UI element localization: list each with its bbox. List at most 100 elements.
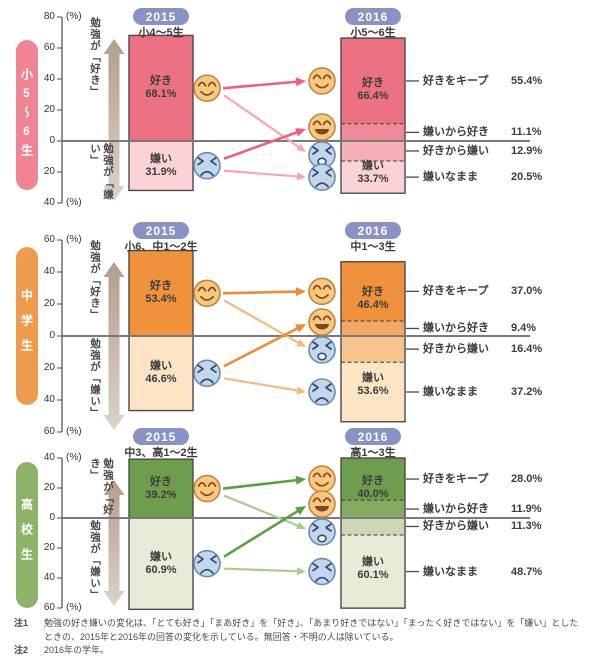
stay-dislike-arrow: [223, 169, 300, 178]
bar-2015-like-segment: [129, 35, 193, 141]
axis-tick-label: 0: [49, 512, 55, 523]
bar-2015-like-label-title: 好き: [150, 280, 172, 293]
bar-2015-dislike-segment: [129, 141, 193, 191]
stay-dislike-flow-value: 48.7%: [511, 565, 543, 578]
stay-dislike-arrow: [223, 377, 300, 392]
bar-2016-stay-dislike-segment: [341, 160, 405, 194]
dislike-to-like-flow-name: 嫌いから好き: [423, 503, 489, 516]
keep-flow-name: 好きをキープ: [423, 285, 489, 298]
bar-2016-dislike-label-title: 嫌い: [362, 371, 384, 384]
laugh-mouth: [315, 324, 329, 330]
keep-flow-name: 好きをキープ: [423, 74, 489, 87]
bar-2015-outline: [128, 34, 194, 192]
bar-2016-dislike-label-value: 53.6%: [357, 384, 389, 397]
keep-flow-label: 好きをキープ 37.0%: [423, 285, 542, 297]
bar-2016-dislike-label: 嫌い 53.6%: [341, 372, 405, 398]
footnote-text: 2016年の学年。: [44, 645, 110, 655]
bar-2016-like-label-title: 好き: [362, 475, 384, 487]
happy-face-icon: [308, 67, 336, 95]
frown-mouth: [315, 182, 329, 188]
laugh-face-icon: [308, 113, 336, 141]
sad-face-eye: [325, 168, 332, 177]
sad-face-eye: [197, 364, 204, 374]
laugh-face-eye: [312, 497, 322, 503]
bar-2015-dislike-segment: [129, 336, 193, 411]
bar-2015-dislike-label-title: 嫌い: [150, 152, 172, 165]
axis-tick-label: 0: [49, 330, 55, 341]
laugh-face-eye: [322, 497, 332, 503]
grade-label-2016: 小5〜6生: [350, 27, 396, 39]
year-badge-2016: 2016: [345, 222, 401, 239]
keep-like-arrow-head: [295, 77, 306, 87]
bar-2016-like-label: 好き 66.4%: [341, 77, 405, 103]
laugh-face-eye: [312, 120, 322, 126]
footnote-row: 注1 勉強の好き嫌いの変化は、「とても好き」「まあ好き」を「好き」、「あまり好きで…: [14, 617, 592, 644]
axis-tick-label: 40: [43, 572, 55, 583]
laugh-face-icon: [308, 308, 336, 336]
grade-label-2016: 高1〜3生: [350, 447, 396, 459]
smile-mouth: [200, 90, 214, 96]
bar-2015-dislike-label: 嫌い 46.6%: [129, 360, 193, 386]
laugh-mouth: [315, 506, 329, 512]
bar-2016-keep-segment: [341, 458, 405, 501]
happy-face-icon: [193, 74, 221, 103]
bar-2015-like-label: 好き 53.4%: [129, 280, 193, 306]
axis-tick-label: 60: [43, 42, 55, 53]
bar-2015-like-label: 好き 68.1%: [129, 75, 193, 101]
stay-dislike-flow-value: 37.2%: [511, 386, 543, 398]
category-pill: 小5〜6生: [16, 40, 38, 190]
dislike-to-like-flow-name: 嫌いから好き: [423, 126, 489, 139]
dislike-to-like-flow-value: 11.9%: [511, 503, 542, 516]
happy-face-icon: [308, 277, 336, 306]
sad-face-eye: [197, 156, 204, 166]
bar-2016-like-label: 好き 46.4%: [341, 286, 405, 312]
bar-2015-dislike-label: 嫌い 60.9%: [129, 551, 193, 577]
axis-tick-label: 40: [43, 73, 55, 84]
keep-like-arrow: [222, 290, 299, 295]
happy-face-eye: [312, 74, 322, 80]
footnote-row: 注2 2016年の学年。: [14, 644, 592, 658]
keep-flow-value: 37.0%: [511, 285, 543, 298]
like-to-dislike-flow-value: 11.3%: [511, 520, 542, 533]
bar-2015-like-segment: [129, 250, 193, 336]
laugh-mouth: [315, 129, 329, 135]
axis-unit-top: (%): [66, 11, 82, 22]
axis-tick-label: 40: [43, 266, 55, 277]
dislike-to-like-arrow-head: [295, 506, 306, 516]
dislike-to-like-arrow: [223, 130, 299, 160]
bar-2016-like-label: 好き 40.0%: [341, 475, 405, 501]
bar-2015-dislike-label-value: 46.6%: [145, 373, 177, 386]
keep-flow-label: 好きをキープ 55.4%: [423, 75, 542, 87]
upset-face-eye: [312, 146, 319, 155]
bar-2016-like-to-dislike-segment: [341, 141, 405, 161]
happy-face-eye: [322, 284, 332, 290]
axis-unit-top: (%): [66, 234, 82, 245]
keep-like-arrow-head: [295, 475, 306, 485]
keep-like-arrow: [222, 80, 299, 90]
sad-face-eye: [210, 156, 217, 166]
frown-mouth: [315, 397, 329, 403]
stay-dislike-arrow-head: [296, 567, 306, 576]
upset-face-eye: [325, 146, 332, 155]
like-to-dislike-flow-label: 好きから嫌い 11.3%: [423, 520, 542, 532]
bar-2016-like-label-value: 46.4%: [357, 298, 389, 311]
bar-2016-like-to-dislike-segment: [341, 518, 405, 535]
bar-2016-stay-dislike-segment: [341, 534, 405, 609]
side-label-like: 勉強が「好き」: [89, 17, 101, 98]
bar-2015-dislike-label: 嫌い 31.9%: [129, 153, 193, 179]
axis-tick-label: 20: [43, 362, 55, 373]
axis-tick-label: 60: [43, 602, 55, 613]
upset-face-eye: [312, 341, 319, 350]
bar-2016-outline: [340, 457, 406, 609]
stay-dislike-flow-name: 嫌いなまま: [423, 386, 478, 398]
happy-face-eye: [207, 81, 217, 87]
axis-unit-bottom: (%): [66, 602, 82, 613]
happy-face-eye: [207, 286, 217, 292]
frown-mouth: [200, 378, 214, 384]
bar-2015-like-label-value: 39.2%: [145, 488, 177, 501]
happy-face-eye: [312, 472, 322, 478]
axis-tick-label: 20: [43, 482, 55, 493]
sad-face-eye: [325, 562, 332, 572]
stay-dislike-flow-name: 嫌いなまま: [423, 565, 478, 578]
